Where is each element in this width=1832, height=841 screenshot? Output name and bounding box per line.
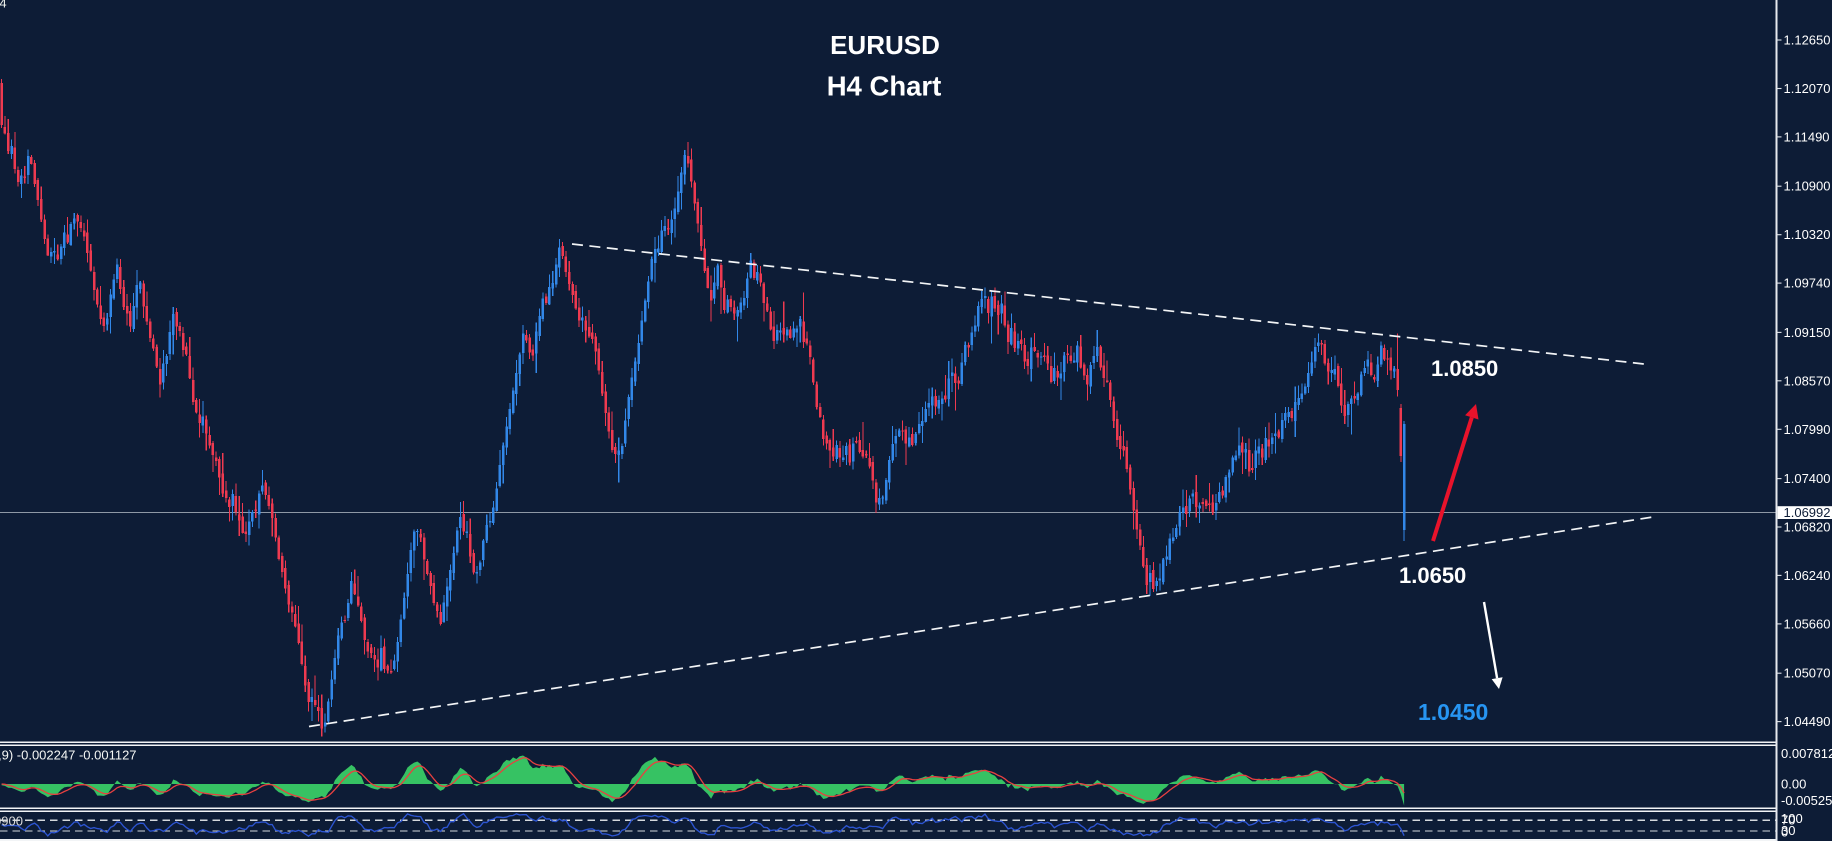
svg-text:1.0650: 1.0650 (1399, 563, 1466, 588)
svg-text:,9) -0.002247 -0.001127: ,9) -0.002247 -0.001127 (0, 748, 137, 763)
svg-text:1.12650: 1.12650 (1784, 33, 1831, 48)
svg-text:1.10900: 1.10900 (1784, 179, 1831, 194)
svg-text:1.05070: 1.05070 (1784, 666, 1831, 681)
svg-text:1.07400: 1.07400 (1784, 471, 1831, 486)
svg-text:0.00: 0.00 (1781, 776, 1806, 791)
svg-text:0900: 0900 (0, 814, 23, 829)
svg-text:1.06240: 1.06240 (1784, 568, 1831, 583)
svg-text:1.04490: 1.04490 (1784, 714, 1831, 729)
svg-text:70: 70 (1781, 813, 1795, 828)
svg-text:1.11490: 1.11490 (1784, 129, 1830, 144)
svg-text:1.0450: 1.0450 (1418, 699, 1488, 725)
svg-text:1.08570: 1.08570 (1784, 373, 1831, 388)
svg-text:1.09740: 1.09740 (1784, 276, 1831, 291)
svg-text:100: 100 (1781, 811, 1803, 826)
svg-text:1.06820: 1.06820 (1784, 520, 1831, 535)
svg-text:30: 30 (1781, 823, 1795, 838)
svg-text:H4 Chart: H4 Chart (827, 70, 942, 101)
svg-text:1.12070: 1.12070 (1784, 81, 1831, 96)
svg-text:1.0850: 1.0850 (1431, 356, 1498, 381)
svg-text:1.06992: 1.06992 (1784, 505, 1831, 520)
svg-text:1.07990: 1.07990 (1784, 422, 1831, 437)
svg-text:EURUSD: EURUSD (830, 30, 940, 60)
svg-text:1.10320: 1.10320 (1784, 227, 1831, 242)
svg-text:-0.005257: -0.005257 (1781, 793, 1832, 808)
svg-text:0: 0 (1781, 825, 1788, 840)
svg-text:1.05660: 1.05660 (1784, 616, 1831, 631)
svg-text:1.09150: 1.09150 (1784, 325, 1831, 340)
svg-text:H4: H4 (0, 0, 7, 11)
svg-text:0.007812: 0.007812 (1781, 746, 1832, 761)
